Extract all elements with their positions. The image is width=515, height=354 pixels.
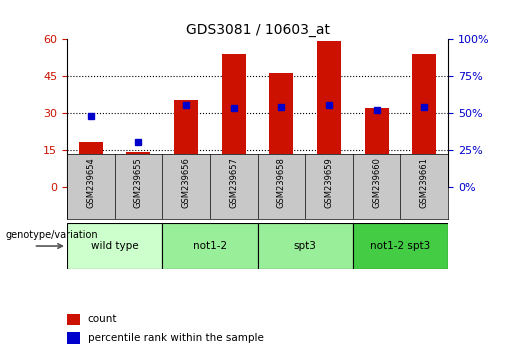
Bar [162, 223, 258, 269]
Text: GSM239657: GSM239657 [229, 157, 238, 208]
Text: genotype/variation: genotype/variation [5, 230, 98, 240]
Text: GSM239656: GSM239656 [182, 157, 191, 208]
Text: GSM239654: GSM239654 [87, 157, 95, 208]
Bar [317, 41, 341, 187]
Text: spt3: spt3 [294, 241, 317, 251]
Text: percentile rank within the sample: percentile rank within the sample [88, 333, 264, 343]
Text: count: count [88, 314, 117, 324]
Bar [269, 73, 293, 187]
Bar [67, 223, 162, 269]
Text: GSM239661: GSM239661 [420, 157, 428, 208]
Text: GSM239655: GSM239655 [134, 157, 143, 208]
Bar [222, 54, 246, 187]
Bar [67, 332, 80, 343]
Text: not1-2: not1-2 [193, 241, 227, 251]
Bar [174, 101, 198, 187]
Bar [413, 54, 436, 187]
Bar [258, 223, 353, 269]
Bar [79, 142, 102, 187]
Text: GSM239658: GSM239658 [277, 157, 286, 208]
Text: GSM239660: GSM239660 [372, 157, 381, 208]
Bar [353, 223, 448, 269]
Bar [365, 108, 388, 187]
Text: not1-2 spt3: not1-2 spt3 [370, 241, 431, 251]
Text: GSM239659: GSM239659 [324, 157, 333, 208]
Text: wild type: wild type [91, 241, 139, 251]
Bar [67, 314, 80, 325]
Title: GDS3081 / 10603_at: GDS3081 / 10603_at [185, 23, 330, 36]
Bar [127, 152, 150, 187]
